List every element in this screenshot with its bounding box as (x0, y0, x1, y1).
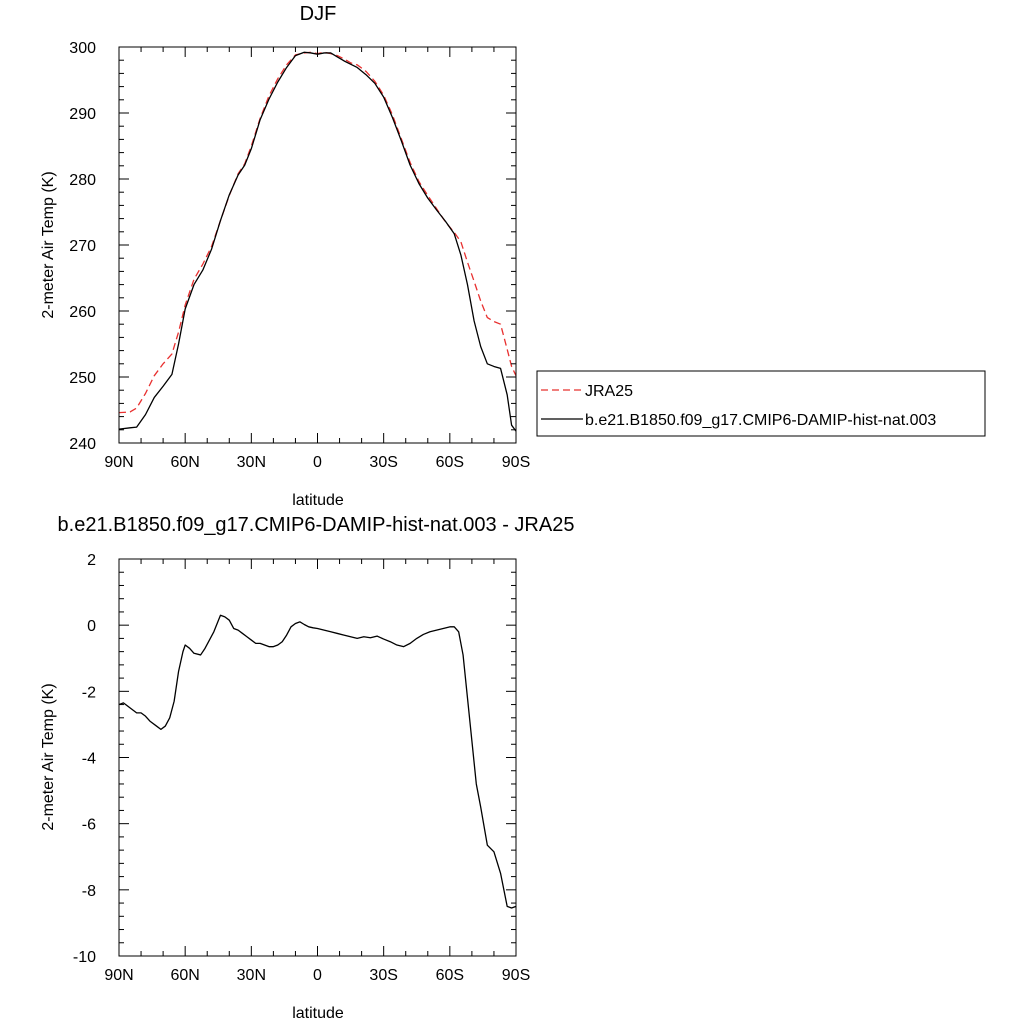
bottom-x-tick-label: 0 (313, 967, 322, 984)
top-x-tick-label: 90N (104, 454, 133, 471)
bottom-plot-ticks (118, 558, 517, 957)
legend-box (536, 370, 986, 437)
top-x-tick-label: 90S (502, 454, 530, 471)
bottom-plot-frame (118, 558, 517, 957)
top-plot-tick-labels: 90N 60N 30N 0 30S 60S 90S 240 250 260 270 280 290 300 (69, 40, 530, 471)
top-plot-ticks (118, 46, 517, 444)
bottom-plot-x-axis-label: latitude (292, 1005, 344, 1022)
bottom-x-tick-label: 60S (436, 967, 464, 984)
bottom-y-tick-label: -2 (82, 684, 96, 701)
bottom-y-tick-label: -8 (82, 883, 96, 900)
bottom-x-tick-label: 60N (170, 967, 199, 984)
bottom-x-tick-label: 30N (237, 967, 266, 984)
top-plot-y-axis-label: 2-meter Air Temp (K) (40, 171, 57, 318)
top-x-tick-label: 30S (369, 454, 397, 471)
bottom-plot-tick-labels: 90N 60N 30N 0 30S 60S 90S -10 -8 -6 -4 -2 0 2 (73, 552, 530, 984)
bottom-x-tick-label: 90S (502, 967, 530, 984)
top-plot: DJF 90N 60N 30N 0 30S 60S 90S 240 250 260 270 280 29… (40, 3, 530, 509)
top-y-tick-label: 250 (69, 370, 96, 387)
top-x-tick-label: 60S (436, 454, 464, 471)
bottom-x-tick-label: 90N (104, 967, 133, 984)
legend-entry-model: b.e21.B1850.f09_g17.CMIP6-DAMIP-hist-nat… (585, 412, 936, 429)
top-x-tick-label: 0 (313, 454, 322, 471)
top-series-line-1 (118, 51, 517, 414)
bottom-plot-series (118, 614, 517, 909)
top-plot-series (118, 51, 517, 432)
bottom-y-tick-label: 2 (87, 552, 96, 569)
bottom-plot: b.e21.B1850.f09_g17.CMIP6-DAMIP-hist-nat… (40, 514, 574, 1022)
top-y-tick-label: 280 (69, 172, 96, 189)
top-series-line-2 (118, 51, 517, 432)
bottom-plot-title: b.e21.B1850.f09_g17.CMIP6-DAMIP-hist-nat… (58, 514, 575, 536)
bottom-y-tick-label: -6 (82, 817, 96, 834)
bottom-plot-y-axis-label: 2-meter Air Temp (K) (40, 683, 57, 830)
bottom-y-tick-label: -10 (73, 949, 96, 966)
bottom-series-line-1 (118, 614, 517, 909)
top-plot-title: DJF (300, 3, 337, 25)
top-x-tick-label: 60N (170, 454, 199, 471)
bottom-y-tick-label: 0 (87, 618, 96, 635)
legend-entry-jra25: JRA25 (585, 383, 633, 400)
top-y-tick-label: 300 (69, 40, 96, 57)
top-y-tick-label: 260 (69, 304, 96, 321)
top-y-tick-label: 270 (69, 238, 96, 255)
top-y-tick-label: 290 (69, 106, 96, 123)
top-x-tick-label: 30N (237, 454, 266, 471)
legend: JRA25 b.e21.B1850.f09_g17.CMIP6-DAMIP-hi… (536, 370, 986, 437)
top-y-tick-label: 240 (69, 436, 96, 453)
top-plot-x-axis-label: latitude (292, 492, 344, 509)
bottom-y-tick-label: -4 (82, 751, 96, 768)
top-plot-frame (118, 46, 517, 444)
bottom-x-tick-label: 30S (369, 967, 397, 984)
